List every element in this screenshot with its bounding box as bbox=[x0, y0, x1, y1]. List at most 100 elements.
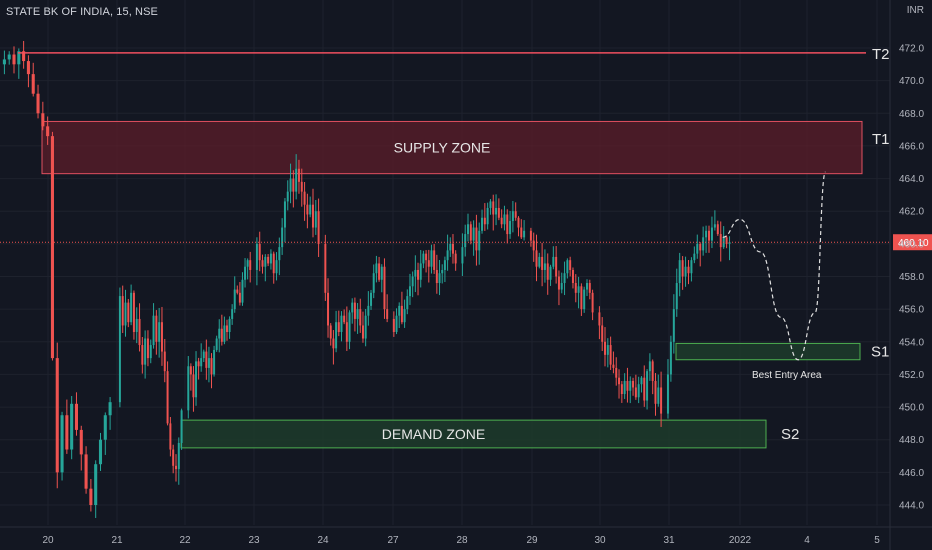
candle-body bbox=[618, 377, 621, 385]
candle-body bbox=[430, 250, 433, 267]
candle-body bbox=[609, 345, 612, 365]
candle-body bbox=[225, 325, 228, 332]
candle-body bbox=[370, 292, 373, 306]
candle-body bbox=[359, 309, 362, 326]
price-axis[interactable]: 444.0 446.0 448.0 450.0 452.0 454.0 456.0 458.0… bbox=[889, 0, 924, 550]
candle-body bbox=[678, 260, 681, 284]
candle-body bbox=[666, 374, 669, 414]
candle-body bbox=[267, 256, 270, 264]
candle-body bbox=[89, 488, 93, 505]
candle-body bbox=[699, 243, 702, 251]
candle-body bbox=[46, 126, 50, 137]
candle-body bbox=[523, 230, 526, 238]
candle-body bbox=[127, 302, 130, 323]
candle-body bbox=[192, 374, 195, 398]
candle-body bbox=[514, 211, 517, 218]
demand-zone[interactable] bbox=[180, 419, 767, 449]
candle-body bbox=[690, 260, 693, 274]
time-tick-label: 29 bbox=[526, 535, 538, 546]
candle-body bbox=[427, 260, 430, 267]
candle-body bbox=[94, 464, 98, 505]
candle-body bbox=[361, 325, 364, 339]
candle-body bbox=[435, 269, 438, 284]
candle-body bbox=[337, 322, 340, 332]
entry-zone[interactable] bbox=[675, 342, 861, 361]
time-tick-label: 21 bbox=[111, 535, 123, 546]
candle-body bbox=[643, 377, 646, 401]
candle-body bbox=[719, 234, 722, 248]
candle-body bbox=[31, 74, 35, 94]
candle-body bbox=[108, 402, 112, 416]
candle-body bbox=[335, 322, 338, 349]
candle-body bbox=[503, 214, 506, 225]
candle-body bbox=[574, 283, 577, 293]
candle-body bbox=[261, 260, 264, 267]
candle-body bbox=[303, 191, 306, 205]
price-tick-label: 470.0 bbox=[899, 76, 924, 87]
candle-body bbox=[2, 59, 6, 65]
price-tick-label: 454.0 bbox=[899, 337, 924, 348]
candle-body bbox=[351, 302, 354, 313]
demand-zone-label: DEMAND ZONE bbox=[382, 426, 485, 442]
candle-body bbox=[400, 305, 403, 323]
candle-body bbox=[648, 361, 651, 372]
candle-body bbox=[166, 371, 169, 424]
candle-body bbox=[103, 415, 107, 440]
price-tick-label: 458.0 bbox=[899, 272, 924, 283]
candle-body bbox=[657, 387, 660, 404]
candle-body bbox=[195, 361, 198, 398]
candle-body bbox=[22, 51, 26, 62]
candle-body bbox=[529, 230, 532, 241]
candle-body bbox=[189, 366, 192, 375]
candle-body bbox=[146, 338, 149, 359]
candle-body bbox=[155, 315, 158, 342]
candle-body bbox=[606, 345, 609, 355]
time-axis[interactable]: 20 21 22 23 24 27 28 29 30 31 2022 4 5 bbox=[0, 526, 932, 546]
candle-body bbox=[141, 345, 144, 365]
candle-body bbox=[580, 286, 583, 310]
candle-body bbox=[478, 230, 481, 251]
candle-body bbox=[275, 260, 278, 274]
candle-body bbox=[541, 256, 544, 270]
price-tick-label: 466.0 bbox=[899, 141, 924, 152]
candle-body bbox=[560, 283, 563, 290]
candle-body bbox=[660, 387, 663, 414]
candle-body bbox=[425, 253, 428, 261]
candle-body bbox=[395, 315, 398, 332]
candle-body bbox=[269, 253, 272, 264]
candle-body bbox=[12, 54, 16, 65]
candle-body bbox=[557, 276, 560, 290]
candle-body bbox=[138, 318, 141, 346]
price-tick-label: 456.0 bbox=[899, 305, 924, 316]
candle-body bbox=[50, 136, 54, 359]
supply-zone[interactable] bbox=[41, 120, 863, 175]
candle-body bbox=[509, 221, 512, 235]
candle-body bbox=[583, 289, 586, 310]
candle-body bbox=[497, 207, 500, 218]
candle-body bbox=[317, 211, 320, 244]
candle-body bbox=[654, 380, 657, 404]
time-tick-label: 5 bbox=[874, 535, 880, 546]
candle-body bbox=[481, 217, 484, 231]
candle-body bbox=[552, 256, 555, 267]
candle-body bbox=[55, 358, 59, 473]
candle-body bbox=[264, 256, 267, 267]
zone-tag-T1: T1 bbox=[872, 131, 890, 148]
candle-body bbox=[233, 289, 236, 310]
candle-body bbox=[620, 384, 623, 395]
candle-body bbox=[601, 325, 604, 342]
candle-body bbox=[244, 266, 247, 280]
candle-body bbox=[443, 260, 446, 270]
candle-body bbox=[152, 315, 155, 346]
projection-path[interactable] bbox=[722, 171, 827, 361]
candle-body bbox=[492, 201, 495, 215]
candle-body bbox=[486, 207, 489, 225]
candle-body bbox=[588, 283, 591, 293]
candle-body bbox=[249, 260, 252, 270]
candle-body bbox=[297, 168, 300, 182]
candle-body bbox=[372, 273, 375, 293]
candle-body bbox=[215, 338, 218, 350]
candle-body bbox=[569, 260, 572, 270]
candle-body bbox=[292, 178, 295, 192]
